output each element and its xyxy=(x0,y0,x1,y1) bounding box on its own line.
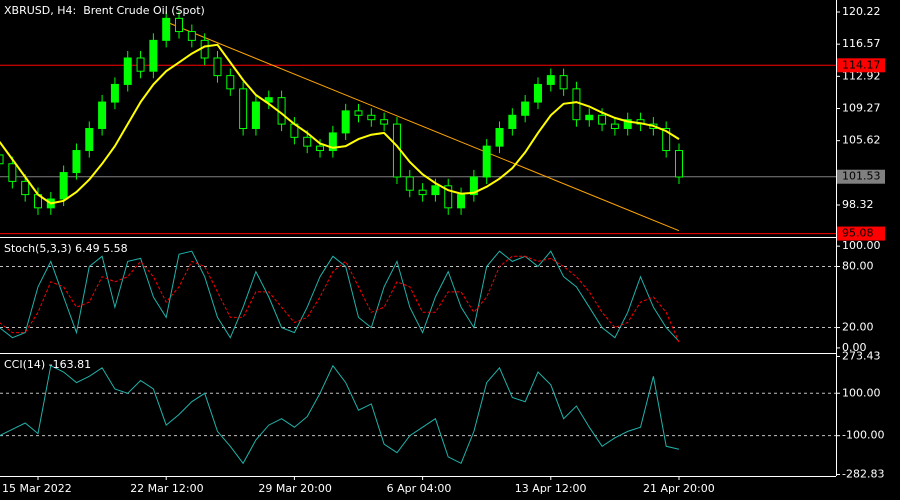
panel-title: CCI(14) -163.81 xyxy=(4,358,91,371)
y-tick-label: 273.43 xyxy=(842,349,881,362)
y-tick-label: 116.57 xyxy=(842,37,881,50)
y-tick-label: 100.00 xyxy=(842,386,881,399)
price-label: 101.53 xyxy=(842,170,881,183)
candle-body xyxy=(200,39,209,59)
candle-body xyxy=(546,75,555,85)
y-tick-label: 20.00 xyxy=(842,321,874,334)
candle-body xyxy=(521,101,530,116)
x-tick-label: 21 Apr 20:00 xyxy=(643,482,715,495)
candle-body xyxy=(226,75,235,90)
candle-body xyxy=(495,128,504,147)
y-tick-label: 80.00 xyxy=(842,259,874,272)
candle-body xyxy=(175,17,184,33)
candle-body xyxy=(110,83,119,103)
candle-body xyxy=(187,31,196,41)
price-label-box xyxy=(837,226,885,241)
indicator-line xyxy=(0,364,680,465)
candle-body xyxy=(469,176,478,196)
y-tick-label: -100.00 xyxy=(842,429,884,442)
panel-title: Stoch(5,3,3) 6.49 5.58 xyxy=(4,242,128,255)
candle-body xyxy=(316,145,325,152)
candle-body xyxy=(533,83,542,103)
candle-body xyxy=(418,189,427,196)
candle-body xyxy=(72,150,81,174)
y-tick-label: -282.83 xyxy=(842,467,884,480)
y-tick-label: 100.00 xyxy=(842,239,881,252)
y-tick-label: 120.22 xyxy=(842,5,881,18)
y-tick-label: 109.27 xyxy=(842,101,881,114)
candle-body xyxy=(380,119,389,125)
candle-body xyxy=(8,163,17,182)
candle-body xyxy=(482,145,491,178)
candle-body xyxy=(136,57,145,72)
candle-body xyxy=(341,110,350,134)
candle-body xyxy=(675,150,683,178)
indicator-line xyxy=(0,255,680,343)
candle-body xyxy=(354,110,363,116)
panel-title: XBRUSD, H4: Brent Crude Oil (Spot) xyxy=(4,4,205,17)
candle-body xyxy=(98,101,107,130)
candle-body xyxy=(0,154,4,165)
x-tick-label: 6 Apr 04:00 xyxy=(387,482,452,495)
price-label-box xyxy=(837,169,885,184)
candle-body xyxy=(610,123,619,130)
candle-body xyxy=(251,101,260,130)
x-tick-label: 22 Mar 12:00 xyxy=(130,482,203,495)
candle-body xyxy=(559,75,568,90)
price-label-box xyxy=(837,58,885,73)
x-tick-label: 13 Apr 12:00 xyxy=(515,482,587,495)
candle-body xyxy=(598,114,607,125)
trendline xyxy=(166,21,680,232)
indicator-line xyxy=(0,250,680,342)
candle-body xyxy=(59,172,68,200)
candle-body xyxy=(162,17,171,41)
x-tick-label: 15 Mar 2022 xyxy=(2,482,72,495)
candle-body xyxy=(367,114,376,121)
price-label: 95.08 xyxy=(842,227,874,240)
candle-body xyxy=(585,114,594,121)
candle-body xyxy=(405,176,414,191)
candle-body xyxy=(328,132,337,152)
candle-body xyxy=(21,180,30,196)
candle-body xyxy=(149,39,158,72)
y-tick-label: 105.62 xyxy=(842,134,881,147)
candle-body xyxy=(264,97,273,103)
candle-body xyxy=(213,57,222,77)
candle-body xyxy=(303,136,312,147)
price-label: 114.17 xyxy=(842,58,881,71)
candle-body xyxy=(457,194,466,209)
y-tick-label: 112.92 xyxy=(842,69,881,82)
candle-body xyxy=(444,185,453,209)
y-tick-label: 98.32 xyxy=(842,198,874,211)
moving-average xyxy=(0,43,680,205)
candle-body xyxy=(572,88,581,121)
candle-body xyxy=(431,185,440,196)
x-tick-label: 29 Mar 20:00 xyxy=(258,482,331,495)
y-tick-label: 0.00 xyxy=(842,341,867,354)
candle-body xyxy=(239,88,248,130)
candle-body xyxy=(123,57,132,85)
candle-body xyxy=(623,119,632,130)
candle-body xyxy=(662,128,671,152)
candle-body xyxy=(85,128,94,152)
candle-body xyxy=(508,114,517,130)
